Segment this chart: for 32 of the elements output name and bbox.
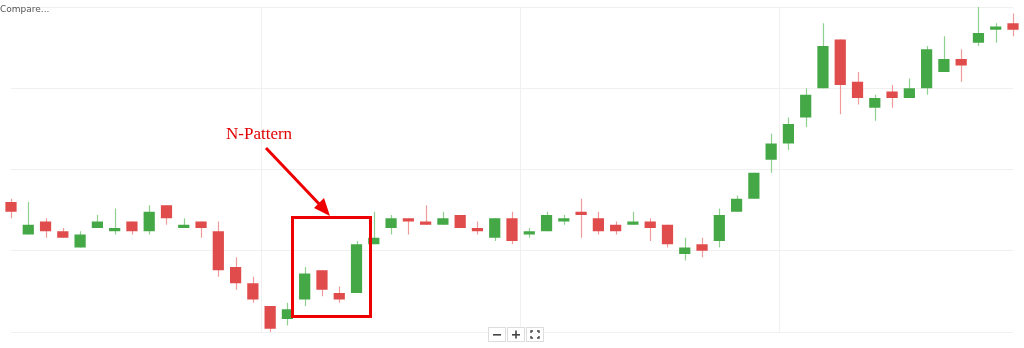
candlestick bbox=[851, 71, 864, 106]
candlestick bbox=[765, 133, 777, 174]
candlestick bbox=[955, 48, 967, 83]
candlestick bbox=[886, 84, 898, 109]
candlestick bbox=[385, 214, 397, 236]
candlestick bbox=[143, 204, 155, 236]
candlestick bbox=[229, 256, 242, 291]
candlestick bbox=[782, 116, 795, 151]
candlestick bbox=[869, 94, 881, 122]
candlestick bbox=[247, 276, 259, 304]
candlestick bbox=[160, 204, 173, 226]
candlestick bbox=[679, 237, 691, 262]
candlestick bbox=[264, 305, 276, 333]
candlestick bbox=[990, 22, 1002, 44]
candlestick bbox=[109, 207, 121, 236]
candlestick bbox=[39, 217, 52, 239]
candlestick bbox=[506, 211, 518, 245]
candlestick bbox=[316, 269, 328, 297]
candlestick bbox=[592, 211, 604, 236]
candlestick bbox=[22, 201, 34, 236]
candlestick bbox=[696, 237, 708, 258]
candlestick bbox=[800, 87, 812, 128]
candlestick bbox=[1007, 12, 1019, 37]
candlestick bbox=[420, 204, 432, 226]
candlestick bbox=[5, 198, 17, 219]
candlestick bbox=[972, 6, 985, 47]
candlestick bbox=[489, 217, 501, 242]
candlestick bbox=[575, 198, 587, 239]
candlestick bbox=[644, 217, 656, 242]
candlestick bbox=[938, 35, 950, 73]
annotation: Compare... bbox=[0, 4, 50, 14]
annotation: N-Pattern bbox=[226, 124, 293, 144]
